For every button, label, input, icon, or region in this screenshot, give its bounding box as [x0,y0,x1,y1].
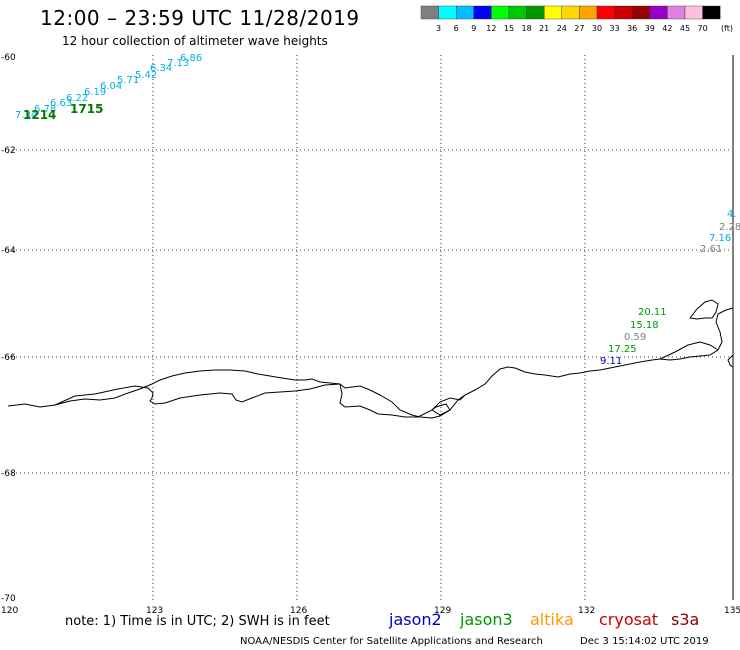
wave-height-label: 7.13 [167,58,189,69]
color-swatch [614,5,633,20]
color-swatch [526,5,545,20]
lon-labels: 120 123 126 129 132 135 [1,606,740,616]
wave-height-label: 6.78 [34,104,56,115]
color-scale-label: 12 [486,24,496,33]
grid-lines [8,55,732,600]
color-scale-label: 24 [557,24,567,33]
wave-height-label: 20.11 [638,307,667,318]
lon-label: 120 [1,606,18,616]
wave-height-label: 6.19 [84,87,106,98]
wave-height-label: 6.04 [100,81,122,92]
color-swatch [684,5,703,20]
color-swatch [420,5,439,20]
wave-height-label: 1715 [70,102,103,116]
satellite-legend: jason2 jason3 altika cryosat s3a [388,610,699,629]
satellite-legend-item: s3a [671,610,699,629]
coastline-shelf [54,383,341,406]
footer-credit: NOAA/NESDIS Center for Satellite Applica… [240,636,543,647]
color-swatch [561,5,580,20]
satellite-legend-item: jason3 [459,610,513,629]
color-swatch [438,5,457,20]
lon-label: 123 [146,606,163,616]
lat-label: -70 [1,594,16,604]
color-scale-legend: 3 6 9 12 15 18 21 24 27 30 33 36 39 42 45 70 (ft) [420,5,733,33]
color-scale-label: 42 [662,24,672,33]
wave-height-label: 0.59 [624,332,646,343]
satellite-legend-item: altika [530,610,574,629]
lon-label: 126 [290,606,307,616]
satellite-legend-item: jason2 [388,610,442,629]
color-swatch [702,5,721,20]
color-swatch [579,5,598,20]
color-scale-label: 6 [454,24,459,33]
wave-height-label: 6.34 [150,63,172,74]
color-swatch [508,5,527,20]
coastline-east [659,341,719,360]
color-swatch [473,5,492,20]
lat-labels: -60 -62 -64 -66 -68 -70 [1,53,16,604]
coastline-bay [431,403,451,416]
lat-label: -68 [1,469,16,479]
color-swatch [667,5,686,20]
map-subtitle: 12 hour collection of altimeter wave hei… [62,34,328,48]
footer-note: note: 1) Time is in UTC; 2) SWH is in fe… [65,614,330,629]
color-scale-label: 36 [627,24,637,33]
coastline [7,299,734,419]
coastline-inlet [339,383,466,418]
wave-height-label: 1214 [23,108,56,122]
lat-label: -66 [1,353,16,363]
wave-height-label: 6.86 [180,53,202,64]
color-swatch [632,5,651,20]
lat-label: -62 [1,146,16,156]
color-swatch [491,5,510,20]
wave-height-label: 7.34 [15,110,37,121]
lat-label: -60 [1,53,16,63]
color-scale-label: 15 [504,24,514,33]
wave-height-label: 6.63 [50,98,72,109]
color-swatch [596,5,615,20]
wave-height-label: 5.71 [117,75,139,86]
wave-height-label: 6.22 [66,93,88,104]
lon-label: 129 [434,606,451,616]
color-swatch [544,5,563,20]
color-scale-label: 39 [645,24,655,33]
wave-height-label: 9.11 [600,356,622,367]
wave-height-label: 2.28 [719,222,740,233]
footer-timestamp: Dec 3 15:14:02 UTC 2019 [580,636,709,647]
color-scale-unit: (ft) [721,24,733,33]
map-title: 12:00 – 23:59 UTC 11/28/2019 [40,6,360,30]
color-scale-label: 9 [471,24,476,33]
color-scale-label: 45 [680,24,690,33]
coastline-east-edge [727,354,734,368]
wave-height-label: 7.16 [709,233,731,244]
color-scale-label: 21 [539,24,549,33]
lat-label: -64 [1,246,16,256]
observations-layer: 7.346.786.636.226.196.045.715.426.347.13… [15,53,740,367]
color-swatch [649,5,668,20]
color-scale-label: 27 [574,24,584,33]
satellite-legend-item: cryosat [599,610,658,629]
coastline-east-island [689,299,719,320]
color-scale-label: 3 [436,24,441,33]
color-scale-label: 30 [592,24,602,33]
color-scale-label: 18 [522,24,532,33]
wave-height-label: 4. [727,209,737,220]
wave-height-label: 17.25 [608,344,637,355]
color-scale-label: 70 [698,24,708,33]
wave-height-label: 2.61 [700,244,722,255]
lon-label: 132 [578,606,595,616]
wave-height-label: 15.18 [630,320,659,331]
color-swatch [456,5,475,20]
wave-height-label: 5.42 [135,70,157,81]
coastline-main [7,307,734,419]
color-scale-label: 33 [610,24,620,33]
lon-label: 135 [724,606,740,616]
